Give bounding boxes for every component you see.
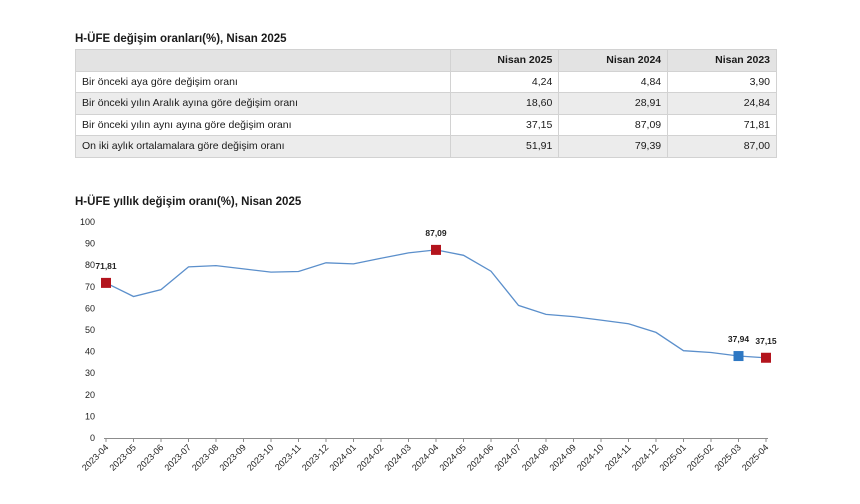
y-tick-label: 80: [85, 260, 95, 270]
x-tick-label: 2025-04: [740, 442, 770, 472]
row-label: On iki aylık ortalamalara göre değişim o…: [74, 135, 452, 158]
x-tick-label: 2024-12: [630, 442, 660, 472]
table-row: On iki aylık ortalamalara göre değişim o…: [74, 135, 777, 158]
markers-group: 71,81 87,09 37,94 37,15: [95, 228, 777, 363]
x-axis: 2023-042023-052023-062023-072023-082023-…: [80, 438, 770, 473]
table-title: H-ÜFE değişim oranları(%), Nisan 2025: [75, 33, 287, 45]
table-row: Bir önceki yılın aynı ayına göre değişim…: [74, 113, 777, 136]
y-tick-label: 100: [80, 217, 95, 227]
table-cell: 28,91: [558, 92, 669, 115]
x-tick-label: 2024-09: [547, 442, 577, 472]
x-tick-label: 2024-05: [437, 442, 467, 472]
data-label: 71,81: [95, 261, 117, 271]
table-cell: 51,91: [450, 135, 560, 158]
x-tick-label: 2024-10: [575, 442, 605, 472]
y-tick-label: 0: [90, 433, 95, 443]
x-tick-label: 2023-05: [107, 442, 137, 472]
x-tick-label: 2024-01: [327, 442, 357, 472]
y-tick-label: 50: [85, 325, 95, 335]
x-tick-label: 2023-12: [300, 442, 330, 472]
row-label: Bir önceki aya göre değişim oranı: [74, 70, 452, 93]
table-cell: 4,84: [558, 70, 669, 93]
series-line: [105, 249, 767, 359]
x-tick-label: 2024-06: [465, 442, 495, 472]
data-point-marker: [431, 244, 441, 255]
row-label: Bir önceki yılın aynı ayına göre değişim…: [74, 113, 452, 136]
header-cell-nisan-2023: Nisan 2023: [667, 49, 777, 72]
x-tick-label: 2024-02: [355, 442, 385, 472]
x-tick-label: 2024-08: [520, 442, 550, 472]
data-point-marker: [101, 277, 111, 288]
y-tick-label: 90: [85, 239, 95, 249]
header-cell-nisan-2024: Nisan 2024: [558, 49, 669, 72]
y-tick-label: 70: [85, 282, 95, 292]
y-tick-label: 30: [85, 368, 95, 378]
data-point-marker: [761, 352, 771, 363]
y-tick-label: 20: [85, 390, 95, 400]
table-cell: 37,15: [450, 113, 560, 136]
table-row: Bir önceki yılın Aralık ayına göre değiş…: [74, 92, 777, 115]
x-tick-label: 2025-03: [712, 442, 742, 472]
header-cell-nisan-2025: Nisan 2025: [450, 49, 560, 72]
x-tick-label: 2023-06: [135, 442, 165, 472]
x-tick-label: 2025-02: [685, 442, 715, 472]
table-cell: 79,39: [558, 135, 669, 158]
y-tick-label: 10: [85, 411, 95, 421]
data-label: 37,94: [728, 334, 750, 344]
x-tick-label: 2024-04: [410, 442, 440, 472]
table-cell: 87,09: [558, 113, 669, 136]
table-cell: 3,90: [667, 70, 777, 93]
table-cell: 24,84: [667, 92, 777, 115]
x-tick-label: 2023-10: [245, 442, 275, 472]
series-group: [105, 249, 767, 359]
data-point-marker: [733, 351, 744, 362]
x-tick-label: 2023-08: [190, 442, 220, 472]
y-axis: 0 10 20 30 40 50 60 70 80 90 100: [80, 217, 95, 443]
x-tick-label: 2025-01: [657, 442, 687, 472]
y-tick-label: 60: [85, 303, 95, 313]
change-rates-table: Nisan 2025 Nisan 2024 Nisan 2023 Bir önc…: [74, 49, 777, 158]
table-cell: 71,81: [667, 113, 777, 136]
data-label: 37,15: [755, 336, 777, 346]
table-cell: 87,00: [667, 135, 777, 158]
table-cell: 18,60: [450, 92, 560, 115]
x-tick-label: 2023-04: [80, 442, 110, 472]
x-tick-label: 2023-09: [217, 442, 247, 472]
header-cell-empty: [74, 49, 452, 72]
row-label: Bir önceki yılın Aralık ayına göre değiş…: [74, 92, 452, 115]
x-tick-label: 2023-07: [162, 442, 192, 472]
data-label: 87,09: [425, 228, 447, 238]
y-tick-label: 40: [85, 347, 95, 357]
x-tick-label: 2023-11: [273, 442, 303, 472]
x-tick-label: 2024-07: [492, 442, 522, 472]
table-row: Bir önceki aya göre değişim oranı 4,24 4…: [74, 70, 777, 93]
x-tick-label: 2024-11: [603, 442, 633, 472]
x-tick-label: 2024-03: [382, 442, 412, 472]
table-cell: 4,24: [450, 70, 560, 93]
table-header-row: Nisan 2025 Nisan 2024 Nisan 2023: [74, 49, 777, 72]
chart-title: H-ÜFE yıllık değişim oranı(%), Nisan 202…: [75, 196, 302, 208]
